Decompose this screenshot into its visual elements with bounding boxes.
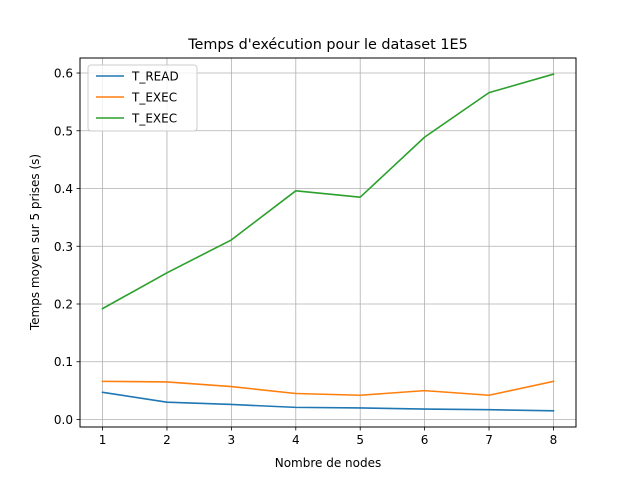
legend-label-0: T_READ xyxy=(131,70,179,84)
x-tick-label: 4 xyxy=(292,433,300,447)
series-line-1 xyxy=(101,380,555,397)
ticks: 1 2 3 4 5 6 7 8 0.0 0.1 0.2 0.3 0.4 0.5 0.6 xyxy=(54,67,557,447)
x-tick-label: 6 xyxy=(421,433,429,447)
y-tick-label: 0.4 xyxy=(54,182,73,196)
x-tick-label: 2 xyxy=(163,433,171,447)
x-tick-label: 8 xyxy=(550,433,558,447)
y-tick-label: 0.3 xyxy=(54,240,73,254)
legend-label-2: T_EXEC xyxy=(131,112,177,126)
legend-box xyxy=(87,64,198,132)
x-tick-label: 7 xyxy=(485,433,493,447)
grid xyxy=(80,58,576,427)
x-tick-label: 5 xyxy=(356,433,364,447)
axes-frame xyxy=(79,57,577,428)
y-tick-label: 0.6 xyxy=(54,67,73,81)
y-tick-label: 0.1 xyxy=(54,355,73,369)
x-axis-label: Nombre de nodes xyxy=(275,456,382,470)
series-line-0 xyxy=(101,391,555,412)
y-tick-label: 0.0 xyxy=(54,413,73,427)
series-line-2 xyxy=(101,73,555,310)
series-lines xyxy=(101,73,555,412)
legend-label-1: T_EXEC xyxy=(131,91,177,105)
y-axis-label: Temps moyen sur 5 prises (s) xyxy=(28,154,42,331)
x-tick-label: 1 xyxy=(99,433,107,447)
legend: T_READ T_EXEC T_EXEC xyxy=(87,64,198,132)
chart-title: Temps d'exécution pour le dataset 1E5 xyxy=(187,37,468,53)
y-tick-label: 0.5 xyxy=(54,124,73,138)
y-tick-label: 0.2 xyxy=(54,298,73,312)
x-tick-label: 3 xyxy=(228,433,236,447)
